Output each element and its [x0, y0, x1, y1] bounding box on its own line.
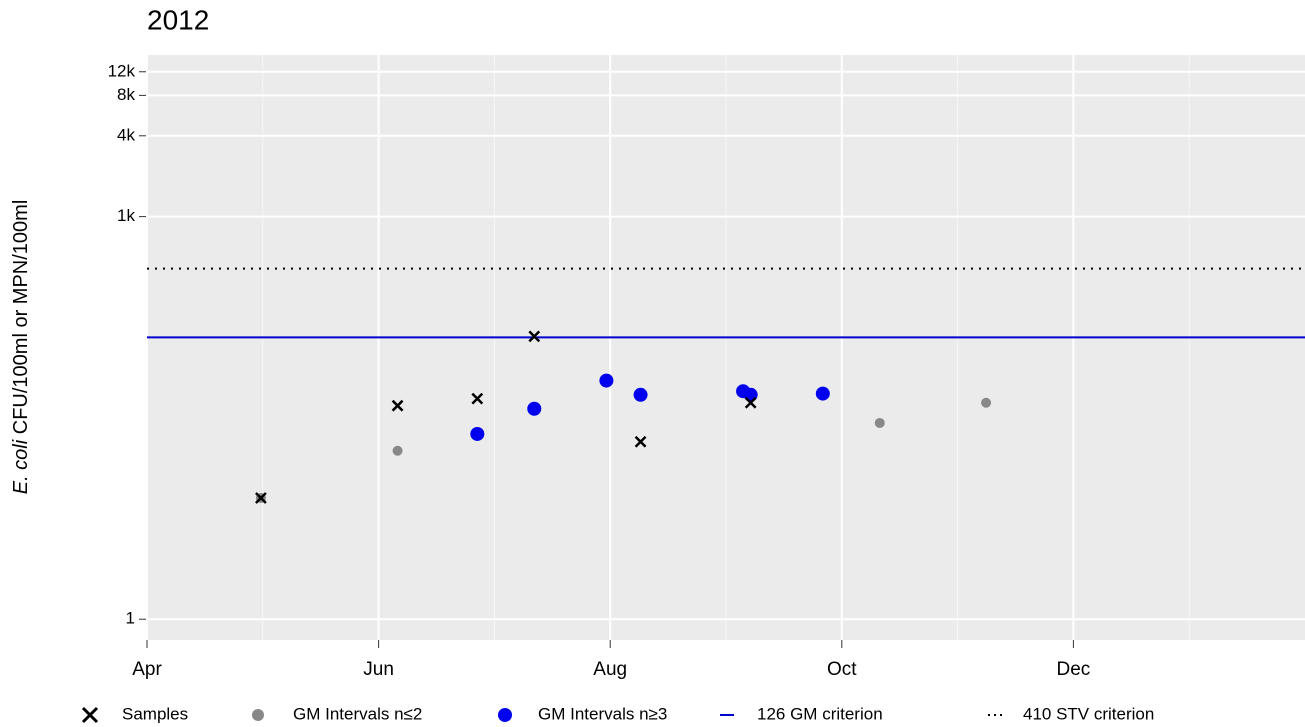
legend-label: 410 STV criterion — [1023, 704, 1154, 723]
y-tick-label: 1 — [126, 609, 135, 628]
x-tick-label: Oct — [827, 659, 857, 680]
chart-title: 2012 — [147, 4, 209, 35]
y-axis-label: E. coli CFU/100ml or MPN/100ml — [10, 200, 32, 495]
legend-label: GM Intervals n≥3 — [538, 704, 667, 723]
x-marker — [634, 435, 647, 448]
y-tick-label: 4k — [117, 125, 135, 144]
legend-marker — [252, 709, 264, 721]
y-tick-label: 12k — [108, 61, 136, 80]
y-tick-label: 8k — [117, 85, 135, 104]
gray-dot — [392, 445, 403, 456]
x-marker-stroke — [255, 492, 267, 504]
legend-marker — [81, 706, 99, 724]
x-marker — [744, 396, 757, 409]
blue-dot — [470, 426, 485, 441]
blue-dot — [599, 373, 614, 388]
gray-dot — [874, 417, 885, 428]
blue-dot — [527, 401, 542, 416]
blue-dot — [633, 387, 648, 402]
x-tick-label: Aug — [593, 659, 627, 680]
legend-label: Samples — [122, 704, 188, 723]
x-marker-stroke — [391, 399, 404, 412]
legend-marker — [498, 708, 512, 722]
blue-dot — [743, 387, 758, 402]
x-marker — [255, 492, 267, 504]
x-marker-stroke — [471, 392, 484, 405]
x-tick-label: Apr — [132, 659, 162, 680]
x-marker — [391, 399, 404, 412]
x-marker-stroke — [634, 435, 647, 448]
y-tick-label: 1k — [117, 206, 135, 225]
y-axis-label-text: CFU/100ml or MPN/100ml — [10, 200, 32, 435]
gray-dot — [981, 397, 992, 408]
legend-label: 126 GM criterion — [757, 704, 883, 723]
x-tick-label: Dec — [1057, 659, 1091, 680]
x-tick-label: Jun — [363, 659, 394, 680]
blue-dot — [815, 386, 830, 401]
x-marker-stroke — [744, 396, 757, 409]
y-axis-label-italic: E. coli — [10, 439, 32, 494]
legend-label: GM Intervals n≤2 — [293, 704, 422, 723]
x-marker — [471, 392, 484, 405]
x-marker-stroke — [528, 330, 541, 343]
x-marker — [528, 330, 541, 343]
